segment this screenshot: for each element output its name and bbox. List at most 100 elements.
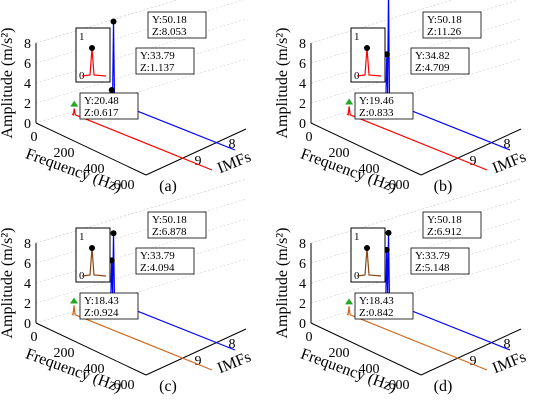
peak-marker [345, 298, 354, 305]
subplot-label: (c) [159, 378, 177, 395]
annotation-z-value: Z:1.137 [140, 62, 175, 74]
peak-marker [110, 18, 117, 25]
grid-line [35, 258, 247, 324]
annotation-z-value: Z:0.833 [359, 107, 394, 119]
annotation-box [354, 292, 414, 320]
y-tick-label: 4 [299, 277, 306, 292]
annotation-y-value: Y:34.82 [415, 50, 450, 62]
annotation-box [410, 247, 470, 275]
annotation-y-value: Y:50.18 [152, 214, 187, 226]
subplot-label: (a) [159, 178, 177, 195]
peak-marker [108, 86, 115, 93]
subplot-label: (d) [434, 378, 453, 395]
x-tick-label: 200 [329, 346, 350, 361]
spectrum-line-imf-9 [346, 106, 488, 171]
peak-marker [110, 230, 117, 237]
spectrum-line-imf-9 [71, 108, 213, 171]
grid-line [310, 0, 454, 44]
y-axis-title: Amplitude (m/s²) [0, 27, 16, 138]
y-axis-title: Amplitude (m/s²) [274, 27, 291, 138]
annotation-z-value: Z:0.924 [84, 307, 119, 319]
annotation-box [422, 11, 482, 39]
y-tick-label: 0 [24, 117, 31, 132]
annotation-y-value: Y:50.18 [152, 14, 187, 26]
grid-line [35, 0, 179, 44]
imf-axis-title: IMFs [490, 348, 529, 377]
annotation-z-value: Z:4.094 [140, 262, 175, 274]
annotation-box [79, 292, 139, 320]
grid-line [310, 58, 522, 124]
y-tick-label: 2 [24, 297, 31, 312]
annotation-z-value: Z:8.053 [152, 26, 187, 38]
frequency-axis-line [35, 322, 147, 376]
inset-top-label: 1 [79, 231, 85, 243]
peak-marker [385, 229, 392, 236]
inset-top-label: 1 [354, 231, 360, 243]
x-tick-label: 600 [389, 378, 410, 393]
y-axis-title: Amplitude (m/s²) [274, 227, 291, 338]
annotation-z-value: Z:4.709 [415, 62, 450, 74]
annotation-z-value: Z:0.842 [359, 307, 394, 319]
x-tick-label: 400 [84, 162, 105, 177]
frequency-axis-line [310, 322, 422, 376]
grid-line [310, 0, 519, 64]
annotation-y-value: Y:33.79 [140, 250, 175, 262]
peak-marker [345, 98, 354, 105]
imf-axis-line [145, 328, 247, 376]
peak-marker [70, 297, 79, 304]
imf-axis-title: IMFs [215, 148, 254, 177]
x-tick-label: 200 [54, 146, 75, 161]
annotation-z-value: Z:5.148 [415, 262, 450, 274]
annotation-y-value: Y:50.18 [427, 214, 462, 226]
peak-marker [70, 100, 79, 107]
y-tick-label: 2 [299, 97, 306, 112]
inset-peak-marker [364, 45, 370, 51]
imf-tick-label: 9 [195, 154, 202, 169]
inset-top-label: 1 [79, 31, 85, 43]
grid-line [35, 178, 247, 244]
x-tick-label: 200 [54, 346, 75, 361]
grid-line [310, 0, 454, 44]
imf-tick-label: 9 [195, 354, 202, 369]
y-tick-label: 0 [299, 117, 306, 132]
y-tick-label: 6 [24, 57, 31, 72]
grid-line [35, 0, 244, 64]
annotation-box [422, 211, 482, 239]
annotation-y-value: Y:18.43 [359, 295, 394, 307]
x-tick-label: 0 [306, 130, 313, 145]
x-tick-label: 0 [31, 330, 38, 345]
y-tick-label: 8 [299, 37, 306, 52]
y-tick-label: 6 [24, 257, 31, 272]
annotation-box [354, 92, 414, 120]
y-tick-label: 0 [24, 317, 31, 332]
imf-tick-label: 8 [504, 337, 511, 352]
imf-tick-label: 8 [229, 337, 236, 352]
subplot-label: (b) [434, 178, 453, 195]
annotation-box [147, 11, 207, 39]
annotation-box [410, 47, 470, 75]
imf-axis-line [420, 128, 522, 176]
x-tick-label: 400 [84, 362, 105, 377]
imf-axis-line [145, 128, 247, 176]
grid-line [310, 198, 522, 264]
x-tick-label: 0 [306, 330, 313, 345]
spectrum-line-imf-9 [346, 306, 488, 371]
grid-line [310, 258, 522, 324]
annotation-y-value: Y:50.18 [427, 14, 462, 26]
y-tick-label: 2 [299, 297, 306, 312]
inset-peak-marker [89, 245, 95, 251]
annotation-y-value: Y:33.79 [415, 250, 450, 262]
grid-line [310, 178, 522, 244]
grid-line [35, 198, 247, 264]
x-tick-label: 400 [359, 162, 380, 177]
y-tick-label: 2 [24, 97, 31, 112]
frequency-axis-line [310, 122, 422, 176]
annotation-box [135, 247, 195, 275]
annotation-y-value: Y:33.79 [140, 50, 175, 62]
annotation-box [79, 92, 139, 120]
y-tick-label: 0 [299, 317, 306, 332]
